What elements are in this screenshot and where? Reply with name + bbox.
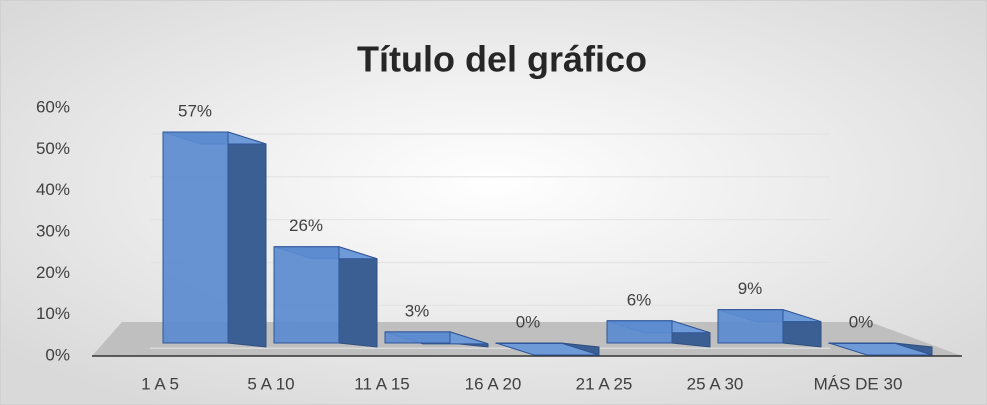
bar-front (273, 246, 340, 344)
bar-front (495, 342, 562, 344)
y-tick-label: 40% (36, 180, 70, 199)
bar (162, 131, 267, 348)
data-label: 3% (405, 301, 430, 320)
x-tick-label: 16 A 20 (465, 374, 522, 393)
x-tick-label: 21 A 25 (576, 374, 633, 393)
data-label: 0% (849, 312, 874, 331)
bar (384, 331, 489, 348)
y-tick-label: 10% (36, 304, 70, 323)
data-label: 9% (738, 279, 763, 298)
bar (717, 309, 822, 348)
bar (495, 342, 600, 356)
y-tick-label: 20% (36, 263, 70, 282)
bar (606, 320, 711, 348)
bar-front (162, 131, 229, 344)
y-tick-label: 50% (36, 139, 70, 158)
x-tick-label: 5 A 10 (247, 374, 294, 393)
bar-front (606, 320, 673, 344)
bar-front (384, 331, 451, 344)
bar-front (717, 309, 784, 344)
y-tick-label: 30% (36, 221, 70, 240)
data-label: 26% (289, 216, 323, 235)
x-tick-label: 1 A 5 (141, 374, 179, 393)
y-tick-label: 60% (36, 97, 70, 116)
bar-side (338, 246, 378, 348)
x-tick-label: 11 A 15 (354, 374, 409, 393)
x-tick-label: 25 A 30 (687, 374, 744, 393)
bar (273, 246, 378, 348)
data-label: 0% (516, 312, 541, 331)
bar-front (828, 342, 895, 344)
data-label: 57% (178, 101, 212, 120)
bar-side (227, 131, 267, 348)
y-tick-label: 0% (45, 345, 70, 364)
chart-title: Título del gráfico (357, 39, 647, 80)
x-tick-label: MÁS DE 30 (814, 374, 903, 393)
bar (828, 342, 933, 356)
data-label: 6% (627, 290, 652, 309)
